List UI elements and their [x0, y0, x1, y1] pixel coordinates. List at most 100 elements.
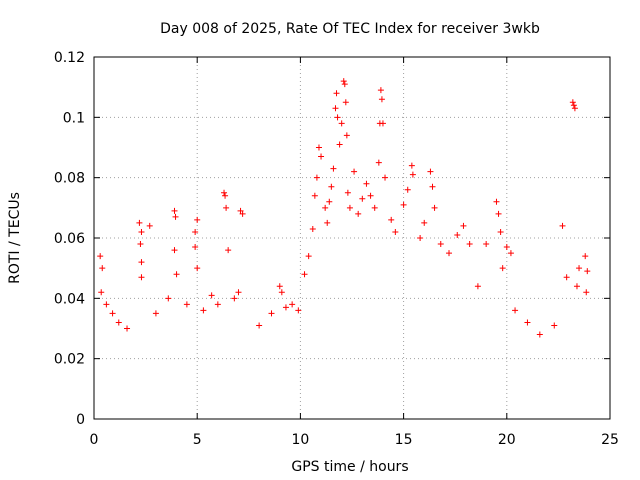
data-point [146, 222, 153, 229]
data-point [536, 331, 543, 338]
x-tick-label: 0 [90, 432, 99, 448]
data-point [474, 283, 481, 290]
data-point [427, 168, 434, 175]
data-point [409, 171, 416, 178]
data-point [367, 192, 374, 199]
data-point [239, 210, 246, 217]
data-point [173, 271, 180, 278]
data-point [315, 144, 322, 151]
data-point [276, 283, 283, 290]
data-point [576, 265, 583, 272]
data-point [377, 87, 384, 94]
data-point [171, 247, 178, 254]
data-point [363, 180, 370, 187]
data-point [172, 213, 179, 220]
x-tick-label: 25 [601, 432, 619, 448]
data-point [137, 241, 144, 248]
data-point [334, 114, 341, 121]
data-point [392, 228, 399, 235]
chart-title: Day 008 of 2025, Rate Of TEC Index for r… [160, 21, 540, 37]
data-point [507, 250, 514, 257]
data-point [338, 120, 345, 127]
scatter-points [97, 78, 591, 338]
data-point [268, 310, 275, 317]
data-point [200, 307, 207, 314]
data-point [495, 210, 502, 217]
data-point [524, 319, 531, 326]
data-point [138, 274, 145, 281]
data-point [99, 265, 106, 272]
plot-frame [93, 56, 611, 420]
data-point [551, 322, 558, 329]
data-point [344, 189, 351, 196]
data-point [460, 222, 467, 229]
data-point [301, 271, 308, 278]
data-point [214, 301, 221, 308]
data-point [136, 219, 143, 226]
data-point [379, 120, 386, 127]
data-point [584, 268, 591, 275]
data-point [342, 99, 349, 106]
x-tick-label: 20 [498, 432, 516, 448]
data-point [97, 253, 104, 260]
data-point [322, 204, 329, 211]
data-point [208, 292, 215, 299]
data-point [582, 253, 589, 260]
x-tick-label: 15 [395, 432, 413, 448]
data-point [278, 289, 285, 296]
data-point [340, 78, 347, 85]
y-tick-label: 0.02 [54, 352, 85, 368]
data-point [138, 228, 145, 235]
data-point [98, 289, 105, 296]
data-point [417, 235, 424, 241]
data-point [225, 247, 232, 254]
data-point [408, 162, 415, 169]
x-tick-label: 10 [291, 432, 309, 448]
data-point [583, 289, 590, 296]
data-point [330, 165, 337, 172]
data-point [571, 105, 578, 112]
y-tick-label: 0 [76, 412, 85, 428]
data-point [237, 207, 244, 214]
data-point [138, 259, 145, 266]
data-point [332, 105, 339, 112]
data-point [221, 189, 228, 196]
data-point [359, 195, 366, 202]
data-point [289, 301, 296, 308]
data-point [512, 307, 519, 314]
data-point [124, 325, 131, 332]
data-point [388, 216, 395, 223]
data-point [311, 192, 318, 199]
grid-lines [94, 57, 610, 419]
data-point [382, 174, 389, 181]
data-point [431, 204, 438, 211]
data-point [192, 244, 199, 251]
data-point [570, 102, 577, 109]
data-point [371, 204, 378, 211]
data-point [466, 241, 473, 248]
data-point [222, 192, 229, 199]
x-axis-label: GPS time / hours [291, 459, 408, 475]
data-point [109, 310, 116, 317]
data-point [569, 99, 576, 106]
data-point [282, 304, 289, 311]
data-point [499, 265, 506, 272]
data-point [351, 168, 358, 175]
data-point [497, 228, 504, 235]
data-point [103, 301, 110, 308]
y-tick-label: 0.04 [54, 291, 85, 307]
y-tick-label: 0.06 [54, 231, 85, 247]
data-point [346, 204, 353, 211]
data-point [454, 231, 461, 238]
y-axis-label: ROTI / TECUs [7, 192, 23, 284]
data-point [223, 204, 230, 211]
data-point [235, 289, 242, 296]
data-point [355, 210, 362, 217]
data-point [336, 141, 343, 148]
data-point [563, 274, 570, 281]
data-point [378, 96, 385, 103]
axis-ticks: 0 0.02 0.04 0.06 0.08 0.1 0.12 0 5 10 15 20 25 [54, 50, 619, 448]
y-tick-label: 0.08 [54, 171, 85, 187]
data-point [313, 174, 320, 181]
